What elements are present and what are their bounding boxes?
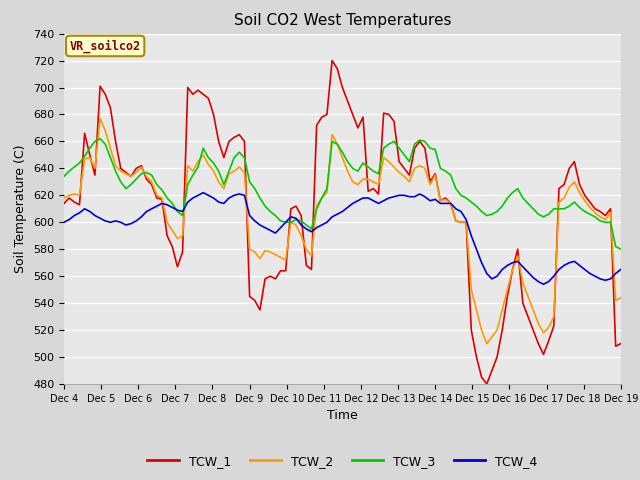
Legend: TCW_1, TCW_2, TCW_3, TCW_4: TCW_1, TCW_2, TCW_3, TCW_4: [142, 450, 543, 473]
X-axis label: Time: Time: [327, 409, 358, 422]
Y-axis label: Soil Temperature (C): Soil Temperature (C): [15, 144, 28, 273]
Text: VR_soilco2: VR_soilco2: [70, 39, 141, 53]
Title: Soil CO2 West Temperatures: Soil CO2 West Temperatures: [234, 13, 451, 28]
